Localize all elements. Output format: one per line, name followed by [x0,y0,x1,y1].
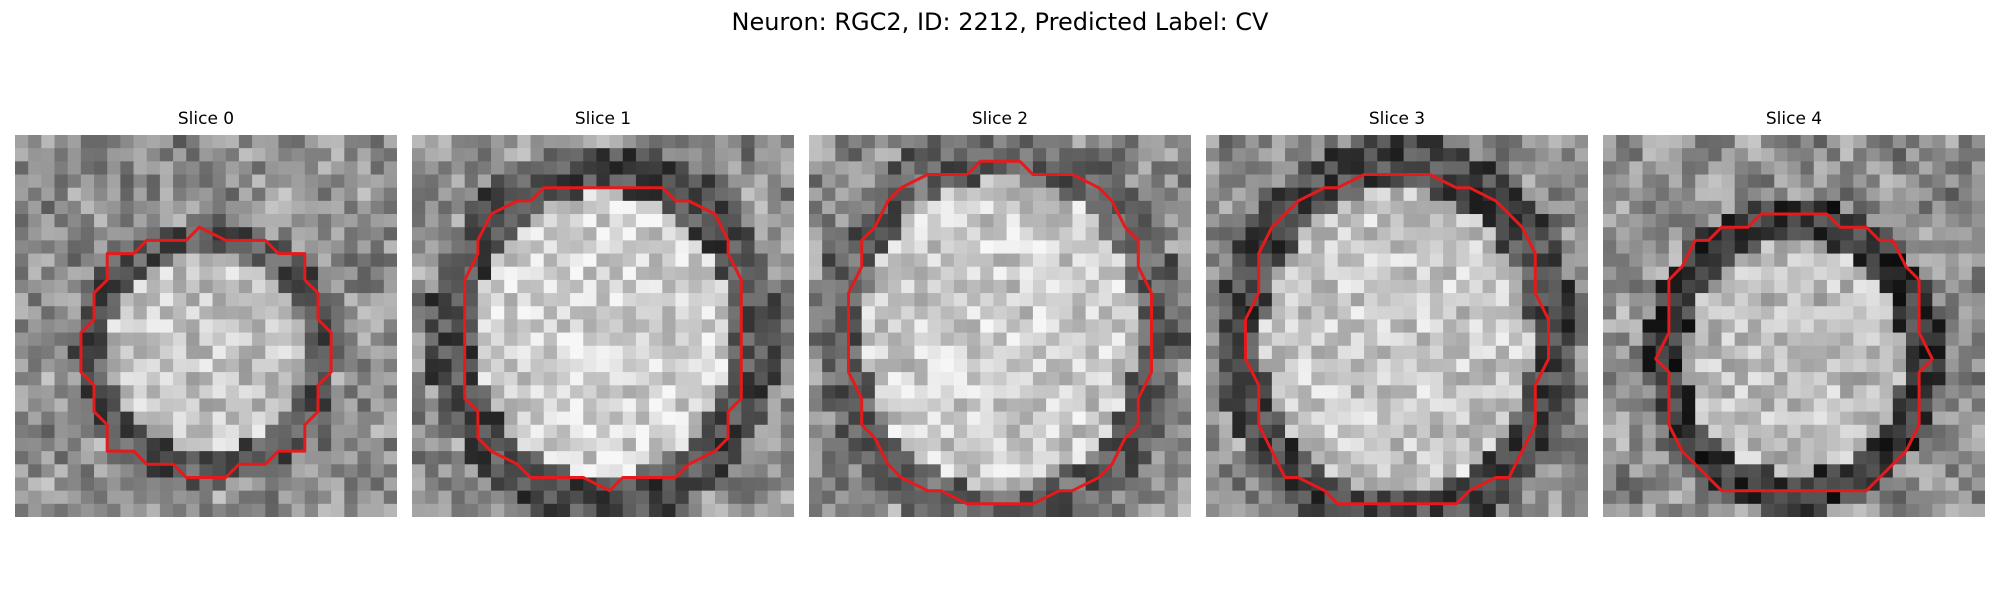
slice-3-title: Slice 3 [1368,109,1426,129]
slice-0-title: Slice 0 [177,109,235,129]
slice-1-panel [412,135,794,517]
slice-4-title: Slice 4 [1765,109,1823,129]
slice-1-contour [463,186,743,493]
slice-2-title: Slice 2 [971,109,1029,129]
figure-title: Neuron: RGC2, ID: 2212, Predicted Label:… [731,8,1269,36]
slice-3-contour [1244,173,1550,506]
slice-2-image [809,135,1191,517]
slice-0-contour [79,225,333,479]
slice-3-panel [1206,135,1588,517]
slice-2-contour [847,159,1153,506]
slice-1-title: Slice 1 [574,109,632,129]
slice-1-image [412,135,794,517]
slice-4-contour [1654,212,1934,493]
slice-0-panel [15,135,397,517]
slice-0-image [15,135,397,517]
slice-4-panel [1603,135,1985,517]
slice-3-image [1206,135,1588,517]
slice-2-panel [809,135,1191,517]
slice-4-image [1603,135,1985,517]
